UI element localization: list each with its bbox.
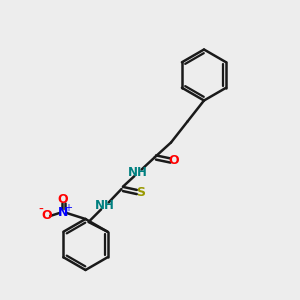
Text: NH: NH [95, 199, 115, 212]
Text: O: O [58, 193, 68, 206]
Text: N: N [58, 206, 68, 220]
Text: S: S [136, 185, 146, 199]
Text: +: + [64, 203, 72, 214]
Text: O: O [169, 154, 179, 167]
Text: O: O [41, 209, 52, 223]
Text: -: - [39, 203, 44, 217]
Text: NH: NH [128, 166, 148, 179]
